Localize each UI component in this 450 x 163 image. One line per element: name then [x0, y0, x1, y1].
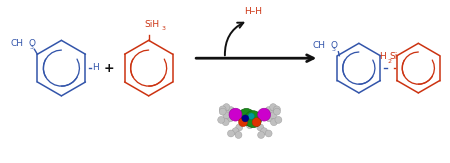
Circle shape [224, 110, 231, 117]
Text: 3: 3 [331, 47, 335, 52]
Text: 3: 3 [162, 26, 166, 31]
Circle shape [266, 115, 273, 122]
FancyArrowPatch shape [225, 23, 243, 55]
Circle shape [275, 116, 282, 123]
Circle shape [274, 106, 280, 113]
Circle shape [232, 128, 239, 135]
Text: CH: CH [10, 39, 23, 48]
Circle shape [238, 108, 255, 125]
Circle shape [238, 118, 248, 127]
Text: +: + [104, 62, 114, 75]
Text: CH: CH [312, 41, 325, 50]
Circle shape [242, 115, 249, 122]
Circle shape [232, 111, 239, 118]
Circle shape [228, 130, 234, 137]
Circle shape [265, 107, 272, 114]
Circle shape [258, 108, 270, 121]
Circle shape [274, 108, 280, 115]
Circle shape [227, 115, 234, 122]
Text: 3: 3 [29, 45, 33, 50]
Circle shape [223, 104, 230, 111]
Text: H: H [379, 52, 386, 61]
Circle shape [219, 106, 226, 113]
Text: O: O [330, 41, 338, 50]
Circle shape [257, 124, 264, 131]
Text: H–H: H–H [244, 7, 262, 16]
Text: O: O [28, 39, 36, 48]
Circle shape [269, 110, 276, 117]
Text: 2: 2 [387, 59, 392, 64]
Circle shape [270, 112, 277, 119]
Circle shape [223, 112, 230, 119]
Circle shape [228, 107, 234, 114]
Text: H: H [92, 63, 99, 72]
Text: Si: Si [390, 52, 398, 61]
Circle shape [219, 108, 226, 115]
Circle shape [261, 111, 268, 118]
Circle shape [246, 122, 253, 129]
Circle shape [235, 132, 242, 138]
Circle shape [265, 130, 272, 137]
Circle shape [261, 128, 268, 135]
Circle shape [218, 116, 225, 123]
Circle shape [257, 132, 265, 138]
Circle shape [248, 113, 254, 119]
Circle shape [270, 119, 277, 126]
Circle shape [236, 124, 243, 131]
Circle shape [222, 119, 229, 126]
Text: SiH: SiH [145, 20, 160, 30]
Circle shape [229, 108, 242, 121]
Circle shape [270, 104, 277, 111]
Circle shape [245, 111, 261, 128]
Circle shape [252, 118, 261, 127]
